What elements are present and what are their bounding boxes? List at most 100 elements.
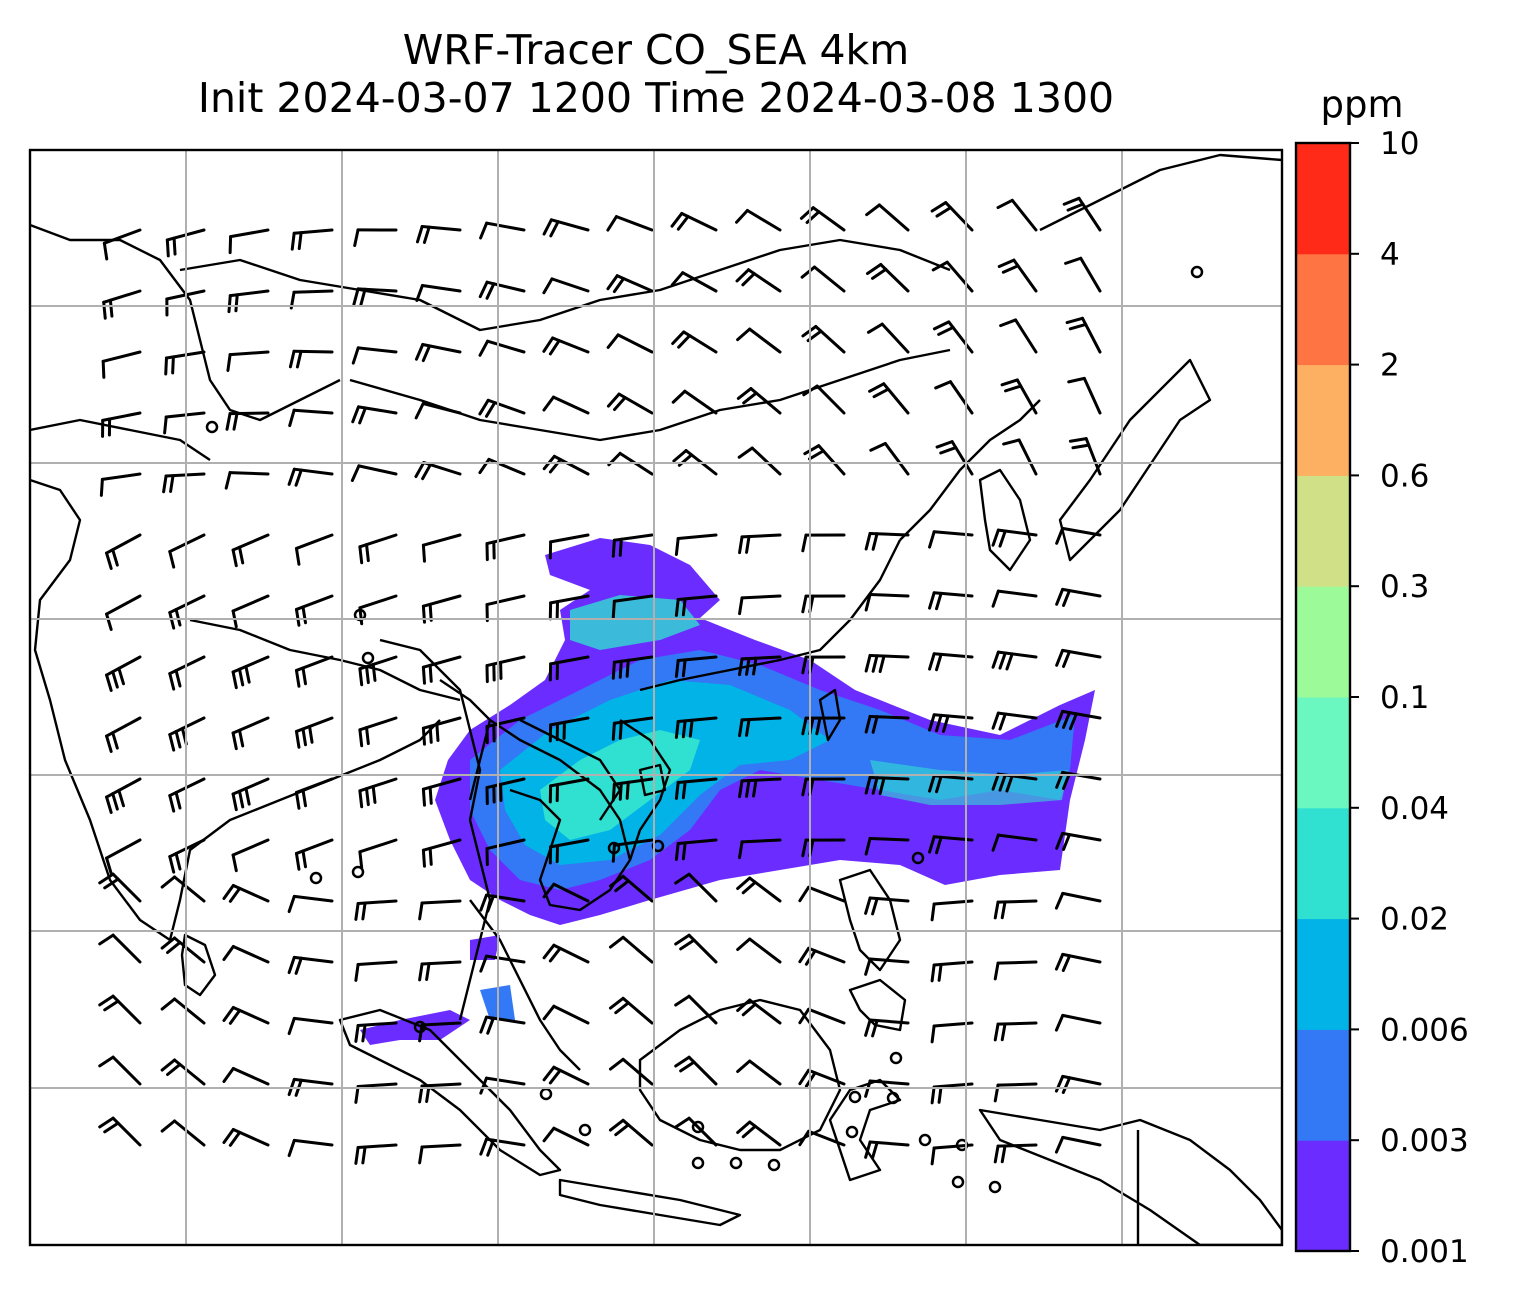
wind-barb-feather	[993, 961, 1000, 981]
wind-barb-feather	[735, 208, 749, 224]
wind-barb-shaft	[292, 1138, 334, 1147]
wind-barb-feather	[868, 382, 886, 393]
wind-barb-feather	[1064, 256, 1083, 265]
coast-java	[558, 1178, 742, 1227]
wind-barb-feather	[371, 784, 377, 804]
wind-barb-feather	[549, 220, 560, 238]
wind-barb-feather	[614, 1001, 630, 1015]
wind-barb-feather	[670, 211, 684, 228]
coast-newguinea	[978, 1108, 1282, 1245]
wind-barb-feather	[231, 853, 238, 873]
wind-barb-feather	[418, 1145, 424, 1165]
colorbar-band	[1296, 807, 1350, 920]
wind-barb-shaft	[111, 1055, 142, 1086]
wind-barb-feather	[548, 458, 563, 474]
wind-barb-feather	[1000, 900, 1007, 920]
wind-barb-feather	[864, 957, 872, 976]
wind-barb-feather	[105, 795, 113, 814]
wind-barb-feather	[991, 650, 1000, 669]
coast-korea	[978, 468, 1032, 572]
wind-barb-feather	[486, 894, 495, 913]
wind-barb-feather	[618, 720, 623, 740]
wind-barb-feather	[351, 346, 360, 365]
gridlines	[30, 150, 1282, 1245]
wind-barb-feather	[1000, 1144, 1007, 1164]
coast-indochina	[489, 719, 632, 912]
wind-barb-feather	[228, 1130, 242, 1147]
wind-barb-shaft	[173, 1119, 206, 1147]
wind-barb-shaft	[292, 289, 334, 294]
wind-barb-feather	[478, 339, 490, 357]
wind-barb-feather	[1068, 437, 1088, 443]
wind-barb-shaft	[1061, 891, 1102, 903]
wind-barb-shaft	[357, 464, 398, 476]
wind-barb-feather	[354, 1024, 360, 1043]
wind-barb-shaft	[612, 838, 654, 847]
wind-barb-feather	[479, 954, 488, 973]
wind-barb-feather	[168, 794, 176, 813]
wind-barb-feather	[930, 201, 948, 213]
wind-barb-feather	[935, 652, 943, 672]
wind-barb-feather	[485, 282, 496, 300]
wind-barb-feather	[169, 474, 175, 493]
wind-barb-feather	[672, 449, 688, 463]
colorbar-tick-label: 10	[1380, 126, 1419, 162]
title-line-1: WRF-Tracer CO_SEA 4km	[402, 26, 910, 74]
wind-barb-feather	[871, 1141, 879, 1160]
wind-barb-feather	[611, 538, 616, 558]
wind-barb-feather	[365, 665, 370, 685]
wind-barb-feather	[803, 444, 821, 456]
wind-barb-feather	[736, 1059, 752, 1074]
wind-barb-feather	[354, 963, 360, 982]
wind-barb-feather	[353, 228, 360, 248]
wind-barb-feather	[864, 1018, 872, 1037]
wind-barb-shaft	[687, 872, 718, 903]
wind-barb-feather	[168, 855, 176, 874]
wind-barb-shaft	[420, 1143, 462, 1149]
wind-barb-feather	[937, 325, 955, 336]
wind-barb-feather	[222, 944, 235, 961]
wind-barb-feather	[174, 669, 182, 688]
wind-barb-feather	[105, 612, 113, 631]
wind-barb-shaft	[173, 875, 206, 903]
wind-barb-feather	[361, 1145, 367, 1165]
plume-north-lobe	[570, 595, 700, 650]
wind-barb-feather	[998, 712, 1007, 731]
wind-barb-feather	[931, 260, 949, 272]
wind-barb-feather	[738, 840, 744, 860]
wind-barb-feather	[287, 1138, 296, 1158]
wind-barb-shaft	[748, 937, 782, 964]
wind-barb-shaft	[484, 1076, 526, 1086]
wind-barb-feather	[542, 1065, 556, 1082]
wind-barb-shaft	[812, 265, 846, 293]
wind-barb-shaft	[807, 885, 846, 903]
wind-barb-feather	[736, 327, 752, 342]
colorbar-band	[1296, 1140, 1350, 1252]
wind-barb-feather	[111, 548, 119, 567]
wind-barb-feather	[1055, 648, 1065, 667]
coast-china-south	[639, 539, 902, 692]
wind-barb-feather	[234, 293, 239, 313]
wind-barb-feather	[745, 657, 751, 676]
wind-barb-feather	[160, 1058, 177, 1072]
wind-barb-feather	[998, 773, 1007, 792]
colorbar-tick-label: 0.02	[1380, 902, 1449, 938]
coast-srilanka	[180, 933, 217, 997]
wind-barb-shaft	[231, 1066, 270, 1086]
wind-barb-feather	[174, 730, 182, 749]
wind-barb-feather	[738, 596, 744, 616]
wind-barb-feather	[606, 392, 621, 408]
coast-sumatra	[338, 1008, 562, 1177]
wind-barb-feather	[681, 658, 687, 678]
wind-barb-feather	[354, 902, 360, 921]
wind-barb-feather	[222, 1127, 235, 1144]
wind-barb-shaft	[102, 228, 142, 245]
wind-barb-feather	[542, 882, 556, 899]
wind-barb-shaft	[1010, 198, 1038, 232]
wind-barb-feather	[224, 471, 232, 490]
wind-barb-shaft	[420, 899, 462, 905]
calm-wind-circle	[951, 1175, 965, 1189]
wind-barb-feather	[542, 218, 553, 236]
wind-barb-feather	[294, 851, 301, 871]
wind-barb-feather	[928, 530, 936, 549]
